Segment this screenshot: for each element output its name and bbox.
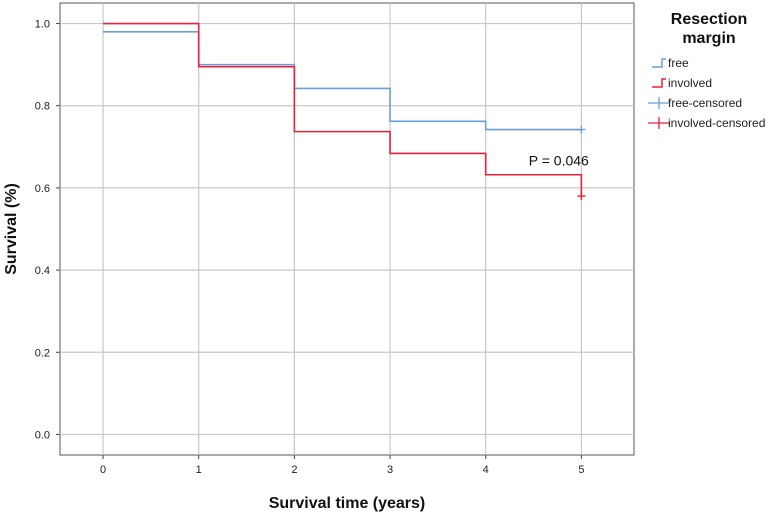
series-line-involved: [103, 22, 583, 197]
x-axis-title: Survival time (years): [269, 495, 426, 512]
tick-labels: 0 1 2 3 4 5 0.0 0.2 0.4 0.6 0.8 1.0: [35, 19, 585, 476]
legend-label-involved: involved: [668, 76, 712, 90]
legend-item-involved-censored: involved-censored: [648, 116, 765, 130]
legend-swatch-involved: [652, 78, 666, 88]
legend-label-free: free: [668, 56, 689, 70]
x-tick-label-3: 3: [387, 464, 393, 476]
y-axis-title: Survival (%): [3, 183, 20, 275]
x-tick-label-4: 4: [483, 464, 489, 476]
legend-items: free involved free-censored involved-censor…: [648, 56, 765, 130]
legend-item-free-censored: free-censored: [648, 96, 742, 110]
y-tick-label-2: 0.4: [35, 265, 50, 277]
censor-mark-free-0: [577, 125, 586, 134]
censor-mark-involved-0: [577, 192, 586, 201]
legend-item-free: free: [652, 56, 689, 70]
legend-swatch-free: [652, 58, 666, 68]
legend-item-involved: involved: [652, 76, 712, 90]
legend-swatch-free-censored: [648, 97, 670, 109]
legend-swatch-involved-censored: [648, 117, 670, 129]
x-tick-label-2: 2: [291, 464, 297, 476]
y-tick-label-3: 0.6: [35, 183, 50, 195]
y-tick-label-4: 0.8: [35, 101, 50, 113]
annotation-pvalue: P = 0.046: [529, 152, 589, 168]
y-tick-label-0: 0.0: [35, 429, 50, 441]
x-tick-label-1: 1: [196, 464, 202, 476]
y-tick-label-1: 0.2: [35, 347, 50, 359]
legend-title-line-1: Resection: [671, 11, 747, 28]
plot-area: [59, 2, 635, 456]
y-tick-label-5: 1.0: [35, 19, 50, 31]
x-tick-label-0: 0: [100, 464, 106, 476]
legend-title-line-2: margin: [682, 30, 735, 47]
legend: Resection margin free involved free-censor…: [648, 11, 765, 130]
legend-label-free-censored: free-censored: [668, 96, 742, 110]
legend-label-involved-censored: involved-censored: [668, 116, 765, 130]
series-lines: [103, 22, 583, 197]
x-tick-label-5: 5: [578, 464, 584, 476]
censor-marks: [577, 125, 586, 201]
